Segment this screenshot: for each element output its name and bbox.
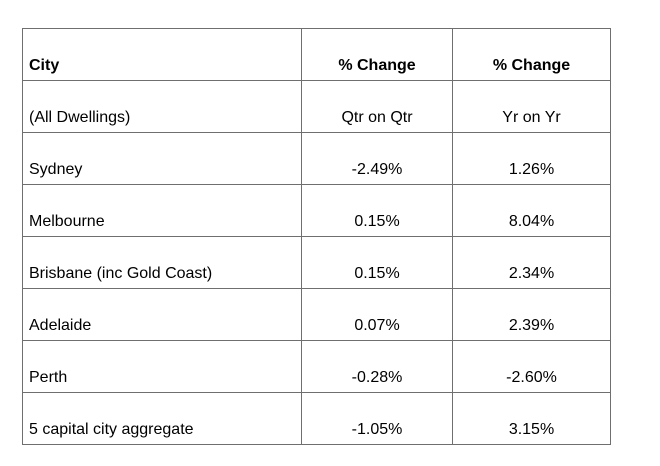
city-cell: Brisbane (inc Gold Coast): [22, 236, 302, 289]
city-cell: 5 capital city aggregate: [22, 392, 302, 445]
yr-change-cell: 8.04%: [452, 184, 611, 237]
subheader-yr-on-yr: Yr on Yr: [452, 80, 611, 133]
qtr-change-cell: 0.07%: [301, 288, 453, 341]
yr-change-cell: 2.34%: [452, 236, 611, 289]
table-row-adelaide: Adelaide 0.07% 2.39%: [22, 288, 611, 341]
table-row-sydney: Sydney -2.49% 1.26%: [22, 132, 611, 185]
subheader-all-dwellings: (All Dwellings): [22, 80, 302, 133]
table-row-melbourne: Melbourne 0.15% 8.04%: [22, 184, 611, 237]
qtr-change-cell: -1.05%: [301, 392, 453, 445]
qtr-change-cell: 0.15%: [301, 184, 453, 237]
yr-change-cell: 3.15%: [452, 392, 611, 445]
qtr-change-cell: -2.49%: [301, 132, 453, 185]
city-price-change-table: City % Change % Change (All Dwellings) Q…: [22, 28, 611, 445]
table-row-brisbane: Brisbane (inc Gold Coast) 0.15% 2.34%: [22, 236, 611, 289]
city-cell: Sydney: [22, 132, 302, 185]
header-yr-change: % Change: [452, 28, 611, 81]
table-header-row: City % Change % Change: [22, 28, 611, 81]
yr-change-cell: 1.26%: [452, 132, 611, 185]
table-row-aggregate: 5 capital city aggregate -1.05% 3.15%: [22, 392, 611, 445]
city-cell: Melbourne: [22, 184, 302, 237]
header-qtr-change: % Change: [301, 28, 453, 81]
qtr-change-cell: -0.28%: [301, 340, 453, 393]
table-row-perth: Perth -0.28% -2.60%: [22, 340, 611, 393]
yr-change-cell: -2.60%: [452, 340, 611, 393]
city-cell: Adelaide: [22, 288, 302, 341]
city-cell: Perth: [22, 340, 302, 393]
qtr-change-cell: 0.15%: [301, 236, 453, 289]
table-subheader-row: (All Dwellings) Qtr on Qtr Yr on Yr: [22, 80, 611, 133]
yr-change-cell: 2.39%: [452, 288, 611, 341]
subheader-qtr-on-qtr: Qtr on Qtr: [301, 80, 453, 133]
header-city: City: [22, 28, 302, 81]
